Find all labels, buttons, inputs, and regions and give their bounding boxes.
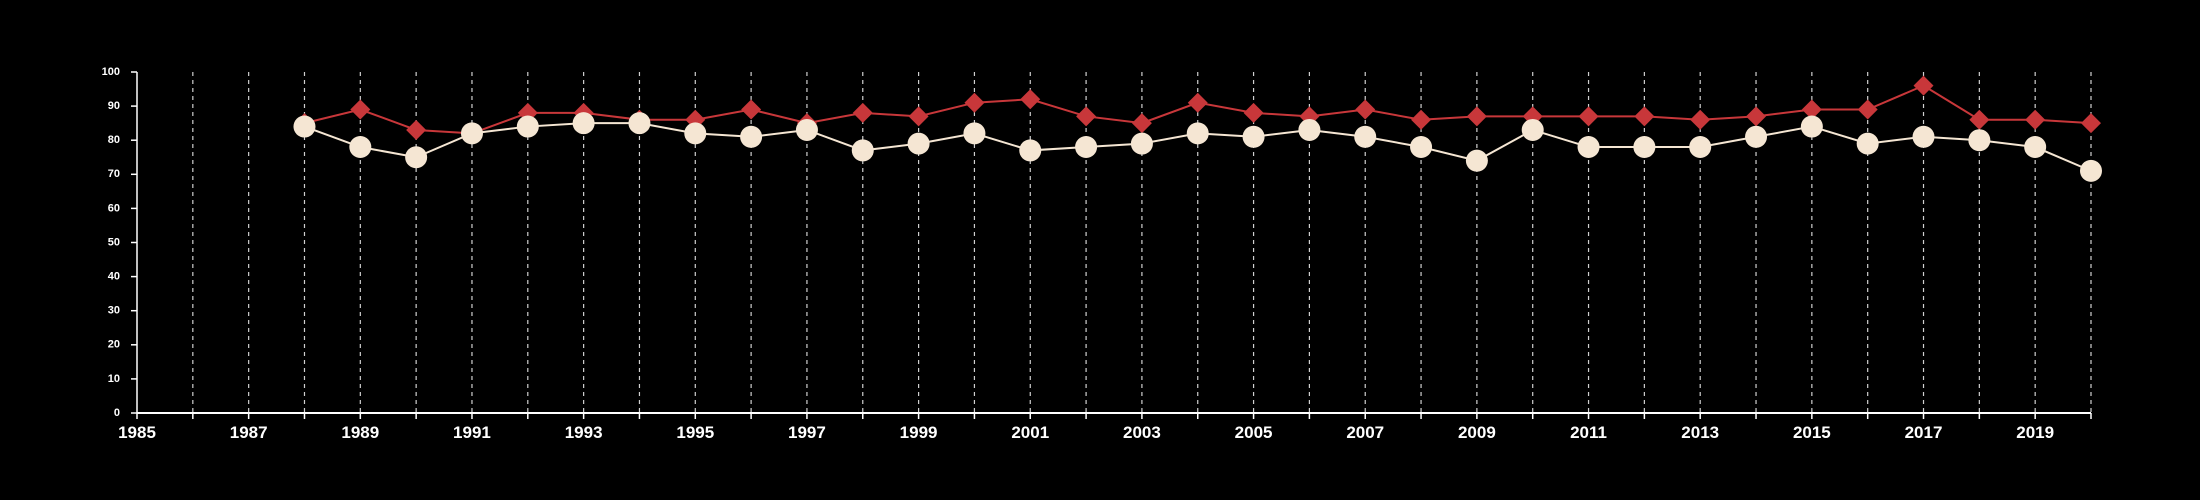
point-circle-2019: [2024, 136, 2047, 159]
x-tick-label-2001: 2001: [1011, 423, 1049, 442]
point-circle-1995: [684, 122, 707, 145]
point-circle-2012: [1633, 136, 1656, 159]
y-tick-label-80: 80: [108, 134, 120, 146]
point-circle-2011: [1577, 136, 1600, 159]
point-circle-2000: [963, 122, 986, 145]
point-diamond-2008: [1411, 109, 1432, 130]
point-circle-1999: [907, 132, 930, 155]
point-circle-2005: [1242, 125, 1265, 148]
point-circle-2020: [2080, 159, 2102, 182]
x-tick-label-2005: 2005: [1235, 423, 1273, 442]
y-tick-label-0: 0: [114, 407, 120, 419]
point-circle-2007: [1354, 125, 1377, 148]
x-tick-label-2013: 2013: [1681, 423, 1719, 442]
y-tick-label-40: 40: [108, 271, 120, 283]
x-tick-label-1985: 1985: [118, 423, 156, 442]
point-circle-2010: [1521, 118, 1544, 141]
x-tick-label-1993: 1993: [565, 423, 603, 442]
x-tick-label-2011: 2011: [1570, 423, 1607, 442]
point-diamond-2007: [1355, 99, 1376, 120]
point-diamond-1996: [741, 99, 762, 120]
point-diamond-2015: [1801, 99, 1822, 120]
x-tick-label-1999: 1999: [900, 423, 938, 442]
point-diamond-1998: [852, 102, 873, 123]
x-tick-label-1997: 1997: [788, 423, 826, 442]
point-circle-1997: [795, 118, 818, 141]
point-diamond-2013: [1690, 109, 1711, 130]
tick-labels: 0 10 20 30 40 50 60 70 80 90 100 1985 1987 1989 1991 19…: [102, 66, 2054, 442]
point-circle-2009: [1465, 149, 1488, 172]
x-tick-label-1989: 1989: [341, 423, 379, 442]
point-diamond-2004: [1187, 92, 1208, 113]
point-diamond-2016: [1857, 99, 1878, 120]
point-circle-1998: [851, 139, 874, 162]
point-diamond-1999: [908, 106, 929, 127]
point-diamond-2002: [1076, 106, 1097, 127]
point-circle-2017: [1912, 125, 1935, 148]
x-tick-label-1991: 1991: [453, 423, 491, 442]
point-circle-2013: [1689, 136, 1712, 159]
point-circle-2003: [1130, 132, 1153, 155]
point-diamond-1995: [685, 109, 706, 130]
point-circle-2015: [1800, 115, 1823, 138]
axes: [131, 71, 2092, 419]
y-tick-label-100: 100: [102, 66, 120, 78]
x-tick-label-2003: 2003: [1123, 423, 1161, 442]
point-circle-2016: [1856, 132, 1879, 155]
point-diamond-1989: [350, 99, 371, 120]
x-tick-label-2017: 2017: [1905, 423, 1943, 442]
y-tick-label-30: 30: [108, 305, 120, 317]
series: [293, 75, 2102, 182]
point-diamond-2020: [2081, 113, 2101, 134]
point-circle-2001: [1019, 139, 1042, 162]
x-tick-label-2009: 2009: [1458, 423, 1496, 442]
y-tick-label-10: 10: [108, 373, 120, 385]
point-circle-1990: [405, 146, 428, 169]
point-circle-2004: [1186, 122, 1209, 145]
point-diamond-2001: [1020, 89, 1041, 110]
y-tick-label-60: 60: [108, 202, 120, 214]
point-circle-2008: [1410, 136, 1433, 159]
point-diamond-2009: [1466, 106, 1487, 127]
series-circle: [293, 112, 2102, 182]
point-circle-1988: [293, 115, 316, 138]
x-tick-label-1987: 1987: [230, 423, 268, 442]
point-circle-1992: [516, 115, 539, 138]
point-circle-2006: [1298, 118, 1321, 141]
y-tick-label-20: 20: [108, 339, 120, 351]
x-tick-label-2015: 2015: [1793, 423, 1831, 442]
x-tick-label-1995: 1995: [676, 423, 714, 442]
x-tick-label-2019: 2019: [2016, 423, 2054, 442]
point-diamond-2011: [1578, 106, 1599, 127]
point-circle-1991: [460, 122, 483, 145]
point-circle-2014: [1745, 125, 1768, 148]
point-circle-1994: [628, 112, 651, 135]
x-tick-label-2007: 2007: [1346, 423, 1384, 442]
point-circle-2002: [1075, 136, 1098, 159]
y-tick-label-50: 50: [108, 236, 120, 248]
y-tick-label-90: 90: [108, 100, 120, 112]
point-diamond-1990: [406, 119, 427, 140]
point-circle-1993: [572, 112, 595, 135]
point-diamond-2017: [1913, 75, 1934, 96]
point-diamond-2005: [1243, 102, 1264, 123]
point-diamond-2012: [1634, 106, 1655, 127]
point-diamond-2000: [964, 92, 985, 113]
y-tick-label-70: 70: [108, 168, 120, 180]
point-diamond-2019: [2025, 109, 2046, 130]
point-diamond-2014: [1746, 106, 1767, 127]
point-circle-1989: [349, 136, 372, 159]
point-diamond-2003: [1131, 113, 1152, 134]
point-circle-2018: [1968, 129, 1991, 152]
point-circle-1996: [740, 125, 763, 148]
point-diamond-2018: [1969, 109, 1990, 130]
